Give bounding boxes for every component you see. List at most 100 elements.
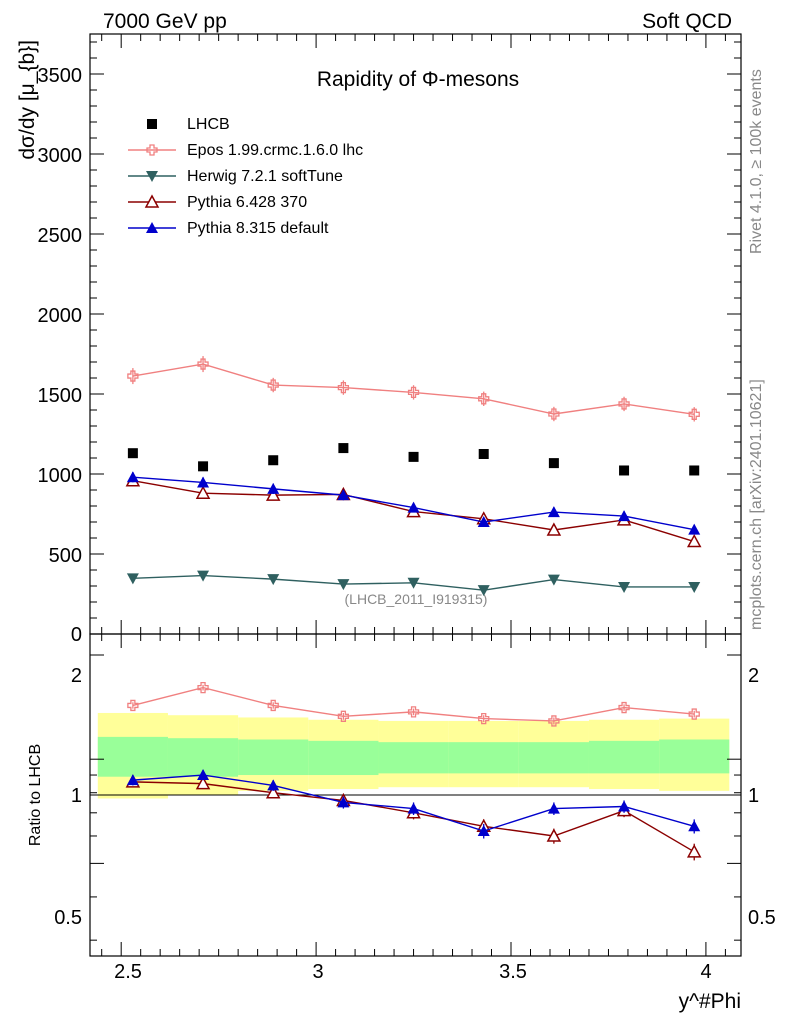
- data-point: [477, 585, 490, 597]
- ratio-tick-label-right: 2: [748, 665, 759, 687]
- ratio-point: [548, 715, 560, 727]
- data-point: [407, 501, 420, 513]
- data-point: [686, 533, 702, 548]
- x-tick-label: 3.5: [499, 961, 527, 983]
- ratio-point: [478, 712, 490, 725]
- ratio-point: [618, 701, 630, 714]
- ratio-point: [477, 825, 490, 837]
- x-axis-label: y^#Phi: [679, 990, 741, 1013]
- legend-marker: [146, 171, 158, 182]
- data-point: [618, 510, 631, 522]
- data-point: [618, 581, 631, 593]
- y-tick-label: 3000: [38, 145, 83, 167]
- y-tick-label: 500: [49, 545, 82, 567]
- legend-marker: [146, 144, 158, 156]
- y-tick-label: 2500: [38, 225, 83, 247]
- ratio-point: [127, 699, 139, 712]
- legend-label-pythia6: Pythia 6.428 370: [187, 194, 307, 211]
- band-inner-bin: [378, 742, 449, 774]
- ratio-point: [265, 785, 281, 799]
- header-left: 7000 GeV pp: [103, 10, 227, 33]
- ratio-tick-label-right: 0.5: [748, 907, 776, 929]
- data-point: [548, 408, 560, 420]
- data-point: [547, 506, 560, 518]
- y-tick-label: 3500: [38, 65, 83, 87]
- ratio-point: [197, 769, 210, 781]
- ratio-point: [267, 699, 279, 712]
- data-point: [688, 581, 701, 593]
- band-inner-bin: [588, 740, 660, 774]
- data-point: [689, 465, 700, 476]
- y-tick-label: 2000: [38, 305, 83, 327]
- band-inner-bin: [659, 739, 730, 774]
- ratio-point: [688, 708, 700, 720]
- data-point: [337, 489, 350, 501]
- ratio-point: [197, 681, 209, 694]
- data-point: [197, 476, 210, 488]
- ratio-point: [407, 802, 420, 814]
- data-point: [127, 448, 138, 459]
- data-point: [265, 487, 281, 501]
- data-point: [198, 461, 209, 472]
- ratio-axis-label: Ratio to LHCB: [27, 744, 44, 846]
- analysis-label: (LHCB_2011_I919315): [345, 591, 488, 607]
- ratio-point: [126, 774, 139, 786]
- data-point: [688, 408, 700, 420]
- data-point: [268, 455, 279, 466]
- data-point: [477, 516, 490, 527]
- band-inner-bin: [518, 742, 589, 774]
- ratio-point: [546, 828, 562, 842]
- data-point: [337, 579, 350, 591]
- data-point: [126, 573, 139, 585]
- ratio-point: [195, 776, 211, 790]
- ratio-tick-label: 1: [71, 785, 82, 807]
- rivet-label: Rivet 4.1.0, ≥ 100k events: [748, 69, 765, 254]
- ratio-point: [618, 800, 631, 812]
- axis-ticks: [90, 34, 741, 956]
- data-point: [267, 574, 280, 586]
- data-point: [688, 523, 701, 535]
- band-inner-bin: [238, 739, 309, 776]
- ratio-point: [688, 820, 701, 832]
- data-point: [126, 471, 139, 483]
- ratio-uncertainty-band: [97, 712, 730, 799]
- legend-label-epos: Epos 1.99.crmc.1.6.0 lhc: [187, 142, 363, 159]
- ratio-point: [267, 779, 280, 791]
- ratio-tick-label: 0.5: [54, 907, 82, 929]
- legend-label-pythia8: Pythia 8.315 default: [187, 220, 329, 237]
- x-tick-label: 4: [700, 961, 711, 983]
- mcplots-label: mcplots.cern.ch [arXiv:2401.10621]: [748, 379, 765, 630]
- ratio-point: [337, 796, 350, 808]
- ratio-point: [547, 802, 560, 814]
- ratio-point: [407, 706, 420, 718]
- data-point: [546, 522, 562, 536]
- data-point: [127, 370, 139, 382]
- ratio-tick-label-right: 1: [748, 785, 759, 807]
- x-tick-label: 2.5: [114, 961, 142, 983]
- legend-marker: [144, 194, 160, 208]
- data-point: [547, 574, 560, 586]
- ratio-tick-labels-right: 0.5 1 2: [748, 665, 776, 929]
- y-tick-label: 0: [71, 624, 82, 646]
- main-series: [125, 356, 702, 597]
- band-inner-bin: [97, 736, 168, 777]
- ratio-point: [337, 710, 350, 722]
- data-point: [267, 482, 280, 494]
- x-tick-label: 3: [312, 961, 323, 983]
- legend: LHCB Epos 1.99.crmc.1.6.0 lhc Herwig 7.2…: [128, 116, 363, 237]
- ratio-tick-label: 2: [71, 665, 82, 687]
- legend-label-herwig: Herwig 7.2.1 softTune: [187, 168, 343, 185]
- data-point: [267, 379, 279, 391]
- legend-marker: [146, 222, 158, 233]
- data-point: [197, 358, 209, 370]
- data-point: [338, 443, 349, 454]
- legend-marker: [147, 119, 157, 129]
- y-tick-label: 1000: [38, 465, 83, 487]
- data-point: [478, 393, 490, 405]
- ratio-tick-labels-left: 0.5 1 2: [54, 665, 82, 929]
- legend-label-lhcb: LHCB: [187, 116, 230, 133]
- data-point: [407, 386, 420, 399]
- data-point: [195, 485, 211, 499]
- chart-title: Rapidity of Φ-mesons: [317, 68, 519, 91]
